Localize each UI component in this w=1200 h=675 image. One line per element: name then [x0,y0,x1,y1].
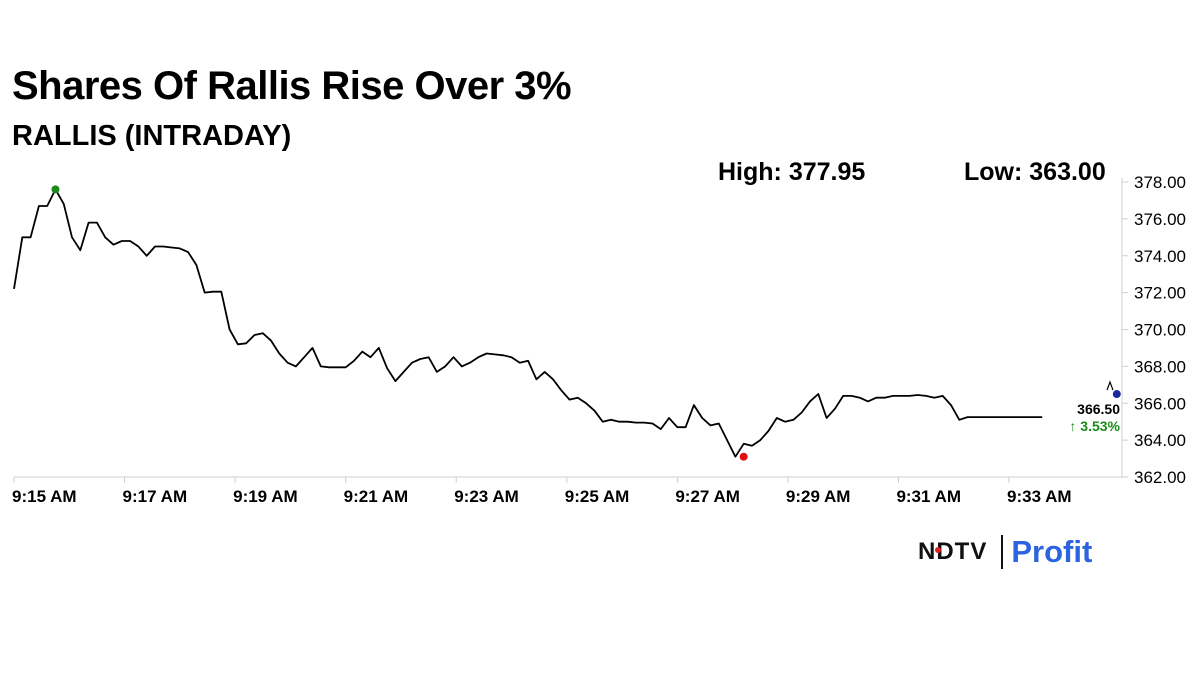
chart-title: Shares Of Rallis Rise Over 3% [12,64,572,108]
x-axis-ticks: 9:15 AM 9:17 AM 9:19 AM 9:21 AM 9:23 AM 9:25 … [12,477,1072,506]
y-tick-label: 370.00 [1134,321,1186,340]
y-tick-label: 374.00 [1134,247,1186,266]
y-tick-label: 362.00 [1134,468,1186,487]
ndtv-profit-logo: NDTV Profit [918,532,1092,572]
x-tick-label: 9:25 AM [565,487,630,506]
x-tick-label: 9:31 AM [896,487,961,506]
high-price-label: High: 377.95 [718,158,866,186]
logo-dot-icon [935,547,942,553]
price-layer: 366.50↑ 3.53% [1069,380,1121,434]
y-tick-label: 376.00 [1134,210,1186,229]
y-tick-label: 378.00 [1134,173,1186,192]
x-tick-label: 9:27 AM [675,487,740,506]
x-tick-label: 9:21 AM [344,487,409,506]
x-tick-label: 9:19 AM [233,487,298,506]
marker-layer [51,185,1121,461]
last-marker [1112,390,1121,399]
x-tick-label: 9:17 AM [123,487,188,506]
high-marker [51,185,60,194]
logo-product: Profit [1011,534,1093,569]
y-tick-label: 372.00 [1134,284,1186,303]
y-tick-label: 366.00 [1134,394,1186,413]
low-price-label: Low: 363.00 [964,158,1106,186]
series-layer [13,188,1043,458]
logo-brand: NDTV [918,538,988,565]
x-tick-label: 9:29 AM [786,487,851,506]
low-marker [739,452,748,461]
x-tick-label: 9:15 AM [12,487,77,506]
y-axis-ticks: 378.00 376.00 374.00 372.00 370.00 368.00 366.… [1122,173,1186,487]
change-percent-label: ↑ 3.53% [1069,418,1120,434]
last-price-label: 366.50 [1077,401,1120,417]
y-tick-label: 368.00 [1134,357,1186,376]
chart-subtitle: RALLIS (INTRADAY) [12,120,292,152]
last-price-caret-icon [1106,380,1114,391]
x-tick-label: 9:23 AM [454,487,519,506]
x-tick-label: 9:33 AM [1007,487,1072,506]
logo-divider [1001,535,1004,569]
y-tick-label: 364.00 [1134,431,1186,450]
chart-axes [14,178,1123,478]
price-series-line [13,188,1043,458]
